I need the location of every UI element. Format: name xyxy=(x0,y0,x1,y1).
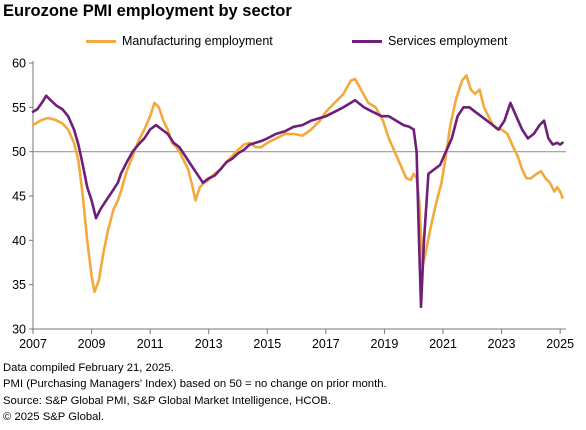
x-tick-label: 2025 xyxy=(546,337,574,351)
legend-item-manufacturing: Manufacturing employment xyxy=(86,34,273,48)
legend-label-manufacturing: Manufacturing employment xyxy=(122,34,273,48)
chart-legend: Manufacturing employment Services employ… xyxy=(0,34,586,52)
y-tick-label: 60 xyxy=(12,57,26,71)
chart-notes: Data compiled February 21, 2025. PMI (Pu… xyxy=(3,360,387,425)
x-tick-label: 2011 xyxy=(137,337,164,351)
y-tick-label: 45 xyxy=(12,190,26,204)
y-tick-label: 40 xyxy=(12,234,26,248)
x-axis: 2007 2009 2011 2013 2015 2017 2019 2021 2023 2025 xyxy=(19,328,574,351)
x-tick-label: 2013 xyxy=(195,337,223,351)
legend-label-services: Services employment xyxy=(388,34,508,48)
note-data-compiled: Data compiled February 21, 2025. xyxy=(3,362,174,374)
series-group xyxy=(31,74,564,309)
y-tick-label: 30 xyxy=(12,323,26,337)
note-source: Source: S&P Global PMI, S&P Global Marke… xyxy=(3,394,331,407)
x-tick-label: 2017 xyxy=(312,337,340,351)
x-tick-label: 2007 xyxy=(19,337,47,351)
series-line-services xyxy=(31,94,564,309)
x-tick-label: 2009 xyxy=(78,337,106,351)
x-tick-label: 2015 xyxy=(253,337,281,351)
note-copyright: © 2025 S&P Global. xyxy=(3,410,105,423)
legend-swatch-services xyxy=(352,39,382,43)
legend-swatch-manufacturing xyxy=(86,39,116,43)
x-tick-label: 2019 xyxy=(371,337,399,351)
y-axis: 30 35 40 45 50 55 60 xyxy=(12,57,34,337)
x-tick-label: 2023 xyxy=(488,337,516,351)
series-line-manufacturing xyxy=(31,74,564,294)
chart-title: Eurozone PMI employment by sector xyxy=(3,2,292,20)
y-tick-label: 50 xyxy=(12,145,26,159)
y-tick-label: 55 xyxy=(12,101,26,115)
note-pmi-definition: PMI (Purchasing Managers' Index) based o… xyxy=(3,378,387,391)
legend-item-services: Services employment xyxy=(352,34,508,48)
x-tick-label: 2021 xyxy=(429,337,457,351)
y-tick-label: 35 xyxy=(12,278,26,292)
